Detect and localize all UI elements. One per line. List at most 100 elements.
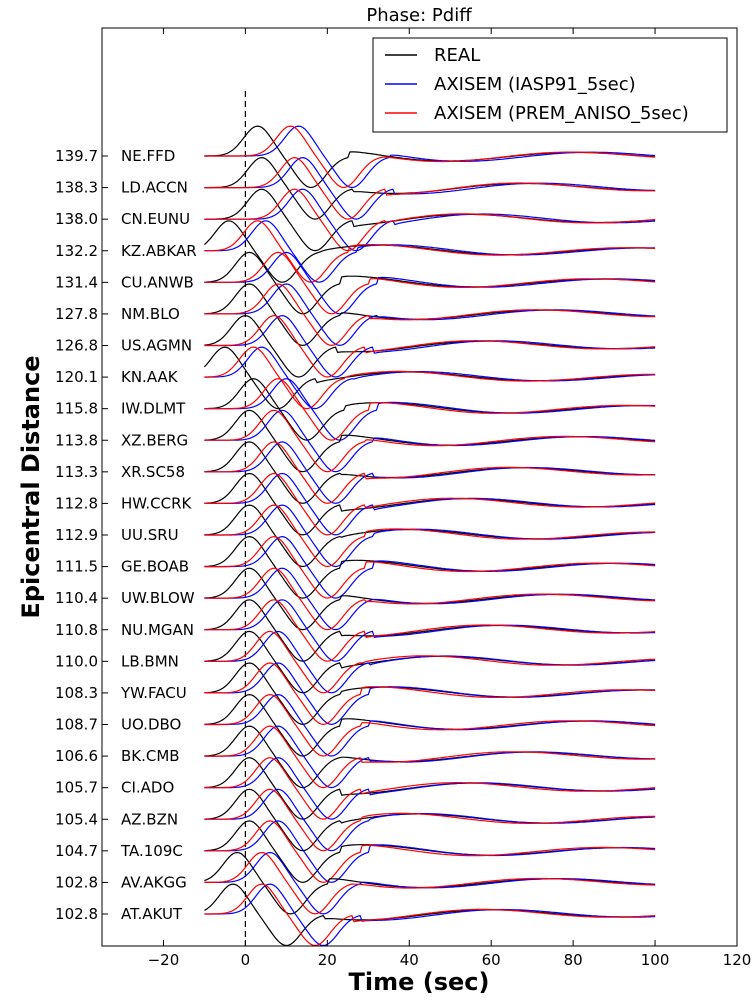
trace-iasp91 (204, 725, 656, 789)
trace-real (204, 662, 656, 726)
trace-prem-aniso (204, 725, 656, 789)
x-tick-label: 60 (482, 951, 501, 969)
trace-real (204, 757, 656, 820)
station-label: AT.AKUT (121, 905, 183, 923)
station-label: UU.SRU (121, 526, 179, 544)
distance-label: 112.8 (55, 494, 98, 512)
trace-real (204, 472, 656, 536)
trace-prem-aniso (204, 125, 656, 189)
distance-label: 105.7 (55, 779, 98, 797)
station-label: UW.BLOW (121, 589, 195, 607)
trace-prem-aniso (204, 409, 656, 473)
distance-label: 120.1 (55, 368, 98, 386)
trace-iasp91 (204, 346, 656, 410)
station-label: UO.DBO (121, 716, 181, 734)
trace-iasp91 (204, 883, 656, 946)
distance-label: 115.8 (55, 400, 98, 418)
trace-prem-aniso (204, 251, 656, 315)
station-label: XZ.BERG (121, 431, 188, 449)
trace-prem-aniso (204, 504, 656, 568)
plot-frame (101, 27, 738, 947)
x-tick-label: 40 (400, 951, 419, 969)
station-label: LB.BMN (121, 652, 179, 670)
station-label: YW.FACU (120, 684, 187, 702)
trace-prem-aniso (204, 156, 656, 220)
legend-box (372, 37, 728, 133)
trace-iasp91 (204, 535, 656, 599)
distance-label: 105.4 (55, 810, 98, 828)
station-label: IW.DLMT (121, 400, 186, 418)
trace-prem-aniso (204, 630, 656, 694)
trace-iasp91 (204, 441, 656, 504)
trace-prem-aniso (204, 188, 656, 252)
trace-prem-aniso (204, 851, 656, 915)
trace-real (204, 378, 656, 441)
distance-label: 112.9 (55, 526, 98, 544)
station-label: LD.ACCN (121, 179, 188, 197)
legend: REAL AXISEM (IASP91_5sec) AXISEM (PREM_ANI… (372, 37, 728, 133)
distance-label: 110.8 (55, 621, 98, 639)
trace-prem-aniso (204, 283, 656, 347)
trace-real (204, 599, 656, 662)
trace-real (204, 314, 656, 378)
trace-prem-aniso (204, 314, 656, 378)
trace-iasp91 (204, 251, 656, 315)
trace-prem-aniso (204, 883, 656, 946)
trace-real (204, 693, 656, 757)
distance-label: 104.7 (55, 842, 98, 860)
station-labels: 139.7 NE.FFD 138.3 LD.ACCN 138.0 CN.EUNU 132.2… (55, 147, 197, 923)
station-label: HW.CCRK (121, 494, 193, 512)
distance-label: 111.5 (55, 558, 98, 576)
trace-prem-aniso (204, 346, 656, 410)
trace-prem-aniso (204, 441, 656, 504)
y-axis-label: Epicentral Distance (17, 355, 45, 618)
distance-label: 131.4 (55, 273, 98, 291)
trace-iasp91 (204, 851, 656, 915)
trace-iasp91 (204, 314, 656, 378)
trace-iasp91 (204, 693, 656, 757)
trace-real (204, 125, 656, 189)
station-label: KN.AAK (121, 368, 179, 386)
trace-iasp91 (204, 378, 656, 441)
trace-iasp91 (204, 409, 656, 473)
station-label: CU.ANWB (121, 273, 194, 291)
station-label: CN.EUNU (121, 210, 190, 228)
distance-label: 102.8 (55, 905, 98, 923)
trace-prem-aniso (204, 662, 656, 726)
legend-label: AXISEM (PREM_ANISO_5sec) (434, 103, 689, 124)
trace-real (204, 409, 656, 473)
station-label: XR.SC58 (121, 463, 185, 481)
distance-label: 108.7 (55, 716, 98, 734)
legend-label: REAL (434, 45, 480, 66)
trace-real (204, 188, 656, 252)
station-label: NE.FFD (121, 147, 175, 165)
trace-prem-aniso (204, 535, 656, 599)
trace-iasp91 (204, 156, 656, 220)
trace-real (204, 283, 656, 347)
trace-iasp91 (204, 283, 656, 347)
station-label: NM.BLO (121, 305, 180, 323)
x-tick-label: 20 (318, 951, 337, 969)
distance-label: 132.2 (55, 242, 98, 260)
station-label: NU.MGAN (121, 621, 194, 639)
distance-label: 110.0 (55, 652, 98, 670)
distance-label: 108.3 (55, 684, 98, 702)
legend-label: AXISEM (IASP91_5sec) (434, 74, 636, 95)
trace-iasp91 (204, 788, 656, 852)
trace-prem-aniso (204, 378, 656, 441)
distance-label: 106.6 (55, 747, 98, 765)
distance-label: 110.4 (55, 589, 98, 607)
trace-iasp91 (204, 125, 656, 189)
trace-iasp91 (204, 757, 656, 820)
trace-real (204, 851, 656, 915)
trace-real (204, 567, 656, 631)
chart-title: Phase: Pdiff (366, 5, 472, 26)
trace-prem-aniso (204, 820, 656, 883)
distance-label: 113.3 (55, 463, 98, 481)
trace-iasp91 (204, 630, 656, 694)
trace-iasp91 (204, 567, 656, 631)
trace-prem-aniso (204, 693, 656, 757)
trace-real (204, 156, 656, 220)
x-tick-label: −20 (148, 951, 180, 969)
trace-iasp91 (204, 504, 656, 568)
